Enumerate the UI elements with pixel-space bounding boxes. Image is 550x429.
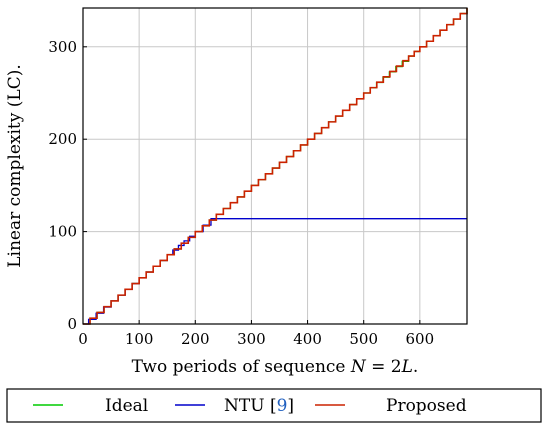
x-tick-label: 600	[406, 330, 435, 348]
x-axis-title-part: N	[350, 357, 367, 377]
y-axis-title: Linear complexity (LC).	[5, 64, 25, 268]
y-tick-label: 300	[48, 38, 77, 56]
x-axis-title-part: = 2	[366, 357, 402, 377]
legend-label: NTU [9]	[224, 396, 294, 416]
x-axis-title: Two periods of sequence N = 2L.	[132, 357, 419, 377]
legend-label-part: NTU [	[224, 396, 277, 416]
legend: Ideal NTU [9] Proposed	[6, 388, 542, 423]
x-tick-label: 200	[181, 330, 210, 348]
axis-ticks: 0 100 200 300 400 500 600 0 100 200 300	[48, 38, 434, 348]
x-tick-label: 0	[78, 330, 88, 348]
x-axis-title-part: .	[413, 357, 418, 377]
x-tick-label: 400	[293, 330, 322, 348]
series-line-proposed	[83, 8, 468, 325]
x-tick-label: 500	[349, 330, 378, 348]
x-tick-label: 100	[125, 330, 154, 348]
legend-box	[6, 388, 542, 423]
x-axis-title-part: L	[401, 357, 413, 377]
x-tick-label: 300	[237, 330, 266, 348]
legend-label: Proposed	[386, 396, 467, 416]
plot-frame	[82, 7, 468, 325]
y-tick-label: 0	[67, 315, 77, 333]
series-layer	[83, 8, 468, 325]
legend-label-part: ]	[287, 396, 294, 416]
y-tick-label: 200	[48, 130, 77, 148]
grid-lines	[83, 8, 467, 324]
x-axis-title-part: Two periods of sequence	[132, 357, 351, 377]
legend-label: Ideal	[105, 396, 148, 416]
series-line-ntu-9	[83, 218, 467, 325]
y-tick-label: 100	[48, 223, 77, 241]
legend-citation-ref: 9	[277, 396, 288, 416]
